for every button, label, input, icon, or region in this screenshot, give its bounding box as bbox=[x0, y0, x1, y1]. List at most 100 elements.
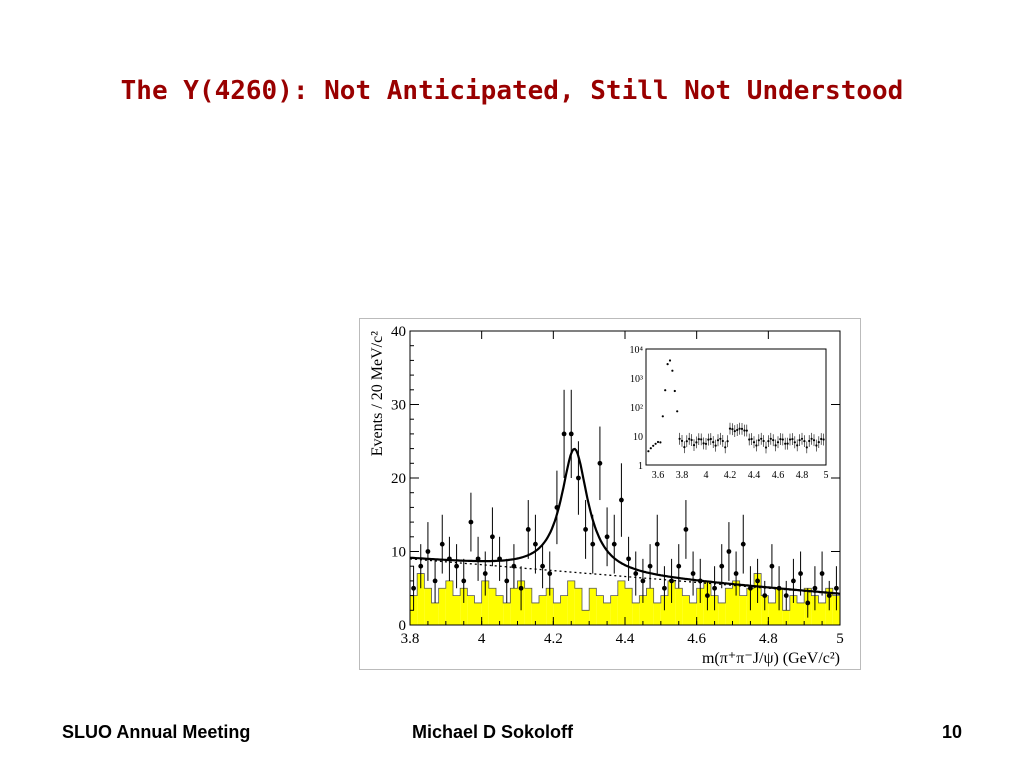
x-tick-label: 3.8 bbox=[401, 631, 420, 647]
sideband-bar bbox=[560, 595, 568, 625]
y-tick-label: 40 bbox=[391, 324, 406, 340]
inset-data-point bbox=[666, 363, 669, 366]
data-point bbox=[475, 556, 481, 562]
sideband-bar bbox=[646, 588, 654, 625]
footer-meeting-name: SLUO Annual Meeting bbox=[62, 722, 251, 742]
data-point bbox=[554, 505, 560, 510]
mass-spectrum-chart: 3.8 4 4.2 4.4 4.6 4.8 5 0 10 20 30 40 m(π⁺π⁻J/ψ) (Ge… bbox=[369, 324, 844, 667]
data-point bbox=[834, 585, 839, 591]
data-point bbox=[447, 556, 452, 562]
data-point bbox=[726, 549, 732, 554]
inset-x-tick-label: 4.2 bbox=[724, 470, 737, 481]
sideband-bar bbox=[782, 610, 790, 625]
sideband-bar bbox=[431, 602, 439, 625]
inset-data-point bbox=[661, 415, 664, 418]
data-point bbox=[812, 585, 818, 591]
inset-data-point bbox=[664, 389, 667, 392]
data-point bbox=[826, 593, 832, 598]
footer-page-number: 10 bbox=[941, 722, 962, 742]
y-tick-label: 30 bbox=[391, 398, 406, 414]
sideband-bar bbox=[653, 602, 661, 625]
inset-x-tick-label: 4.4 bbox=[748, 470, 761, 481]
sideband-bar bbox=[531, 602, 539, 625]
sideband-bar bbox=[818, 602, 826, 625]
data-point bbox=[733, 571, 739, 576]
data-point bbox=[504, 578, 510, 584]
sideband-bar bbox=[596, 595, 604, 625]
data-point bbox=[583, 527, 588, 532]
x-tick-label: 5 bbox=[836, 631, 844, 647]
data-point bbox=[683, 527, 689, 532]
inset-x-tick-label: 5 bbox=[824, 470, 829, 481]
data-point bbox=[468, 519, 474, 525]
data-point bbox=[511, 563, 517, 569]
data-point bbox=[662, 585, 667, 591]
sideband-bar bbox=[539, 595, 547, 625]
data-point bbox=[576, 475, 581, 481]
sideband-bar bbox=[481, 580, 489, 625]
inset-x-tick-label: 4.6 bbox=[772, 470, 785, 481]
data-point bbox=[769, 563, 775, 569]
sideband-bar bbox=[797, 602, 805, 625]
inset-data-point bbox=[647, 450, 650, 453]
y-tick-label: 0 bbox=[399, 618, 407, 634]
data-point bbox=[690, 571, 696, 576]
data-point bbox=[640, 578, 646, 584]
data-point bbox=[740, 541, 746, 547]
sideband-bar bbox=[524, 588, 532, 625]
sideband-bar bbox=[467, 595, 475, 625]
data-point bbox=[540, 563, 545, 569]
data-point bbox=[654, 541, 660, 547]
data-point bbox=[561, 431, 567, 437]
sideband-bar bbox=[417, 573, 425, 625]
data-point bbox=[712, 585, 717, 591]
inset-x-tick-label: 4 bbox=[704, 470, 709, 481]
data-point bbox=[755, 578, 760, 584]
inset-x-tick-label: 3.6 bbox=[652, 470, 665, 481]
y-tick-label: 20 bbox=[391, 471, 406, 487]
data-point bbox=[432, 578, 438, 584]
signal-fit-curve bbox=[409, 447, 841, 595]
x-axis-label: m(π⁺π⁻J/ψ) (GeV/c²) bbox=[702, 650, 840, 667]
inset-frame bbox=[645, 348, 827, 466]
data-point bbox=[590, 541, 596, 547]
inset-data-point bbox=[671, 369, 674, 372]
sideband-bar bbox=[496, 595, 504, 625]
data-point bbox=[525, 527, 531, 532]
data-point bbox=[461, 578, 467, 584]
data-point bbox=[597, 460, 603, 466]
data-point bbox=[776, 585, 782, 591]
inset-data-point bbox=[649, 447, 652, 450]
data-point bbox=[490, 534, 495, 540]
inset-y-tick-label: 10⁴ bbox=[630, 345, 644, 356]
sideband-bar bbox=[589, 588, 597, 625]
inset-data-point bbox=[676, 410, 679, 413]
slide-title: The Y(4260): Not Anticipated, Still Not … bbox=[120, 76, 904, 106]
data-point bbox=[454, 563, 459, 569]
sideband-bar bbox=[725, 588, 733, 625]
sideband-bar bbox=[696, 588, 704, 625]
sideband-bar bbox=[553, 602, 561, 625]
x-tick-label: 4.2 bbox=[544, 631, 563, 647]
data-point bbox=[533, 541, 538, 547]
x-tick-label: 4.4 bbox=[616, 631, 635, 647]
sideband-bar bbox=[546, 588, 554, 625]
data-point bbox=[805, 600, 811, 606]
inset-data-point bbox=[654, 442, 657, 445]
data-point bbox=[619, 497, 624, 503]
inset-y-tick-label: 10 bbox=[633, 432, 643, 443]
data-point bbox=[497, 556, 502, 562]
data-point bbox=[418, 563, 424, 569]
sideband-bar bbox=[718, 602, 726, 625]
data-point bbox=[783, 593, 789, 598]
inset-data-point bbox=[659, 441, 662, 444]
sideband-bar bbox=[574, 588, 582, 625]
data-point bbox=[791, 578, 796, 584]
data-point bbox=[676, 563, 682, 569]
data-point bbox=[719, 563, 725, 569]
sideband-bar bbox=[445, 580, 453, 625]
data-point bbox=[669, 578, 674, 584]
inset-y-tick-label: 1 bbox=[638, 461, 643, 472]
sideband-bar bbox=[488, 588, 496, 625]
sideband-bar bbox=[639, 595, 647, 625]
